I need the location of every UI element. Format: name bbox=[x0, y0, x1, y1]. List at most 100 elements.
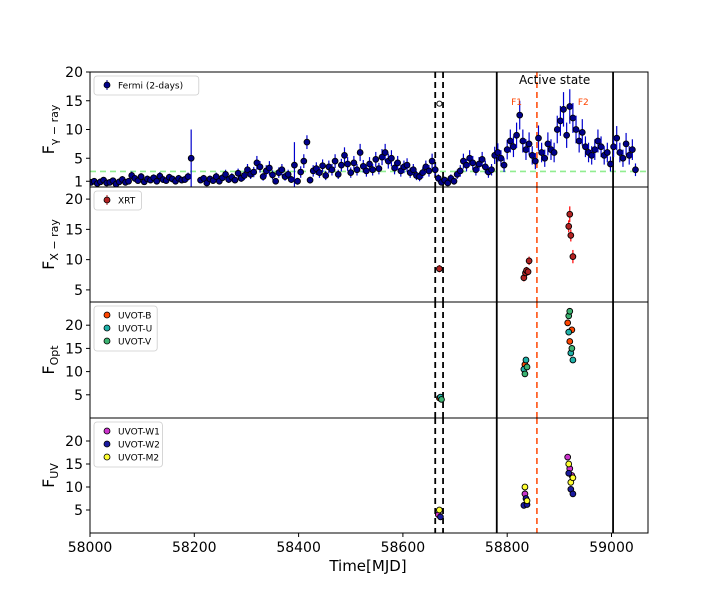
data-point bbox=[565, 222, 573, 230]
y-tick-label: 5 bbox=[74, 388, 83, 404]
legend-label: XRT bbox=[118, 197, 136, 207]
y-axis-label: Fγ − ray bbox=[39, 104, 61, 154]
data-point bbox=[625, 152, 633, 159]
data-point bbox=[535, 134, 542, 142]
data-point bbox=[444, 179, 452, 187]
data-point bbox=[582, 143, 589, 151]
data-point bbox=[478, 156, 486, 163]
data-point bbox=[212, 173, 220, 181]
y-axis-label-main: F bbox=[39, 479, 58, 488]
legend-label: UVOT-B bbox=[118, 312, 151, 322]
data-point bbox=[564, 453, 572, 461]
data-point bbox=[187, 154, 195, 162]
data-point bbox=[629, 146, 636, 153]
data-point bbox=[603, 149, 611, 156]
data-point bbox=[521, 370, 529, 378]
data-point bbox=[564, 319, 572, 327]
y-axis-label-main: F bbox=[39, 261, 58, 270]
panel-frame bbox=[89, 301, 649, 419]
data-point bbox=[516, 111, 524, 119]
series-uvot-v bbox=[438, 307, 576, 403]
data-point bbox=[431, 166, 439, 174]
data-point bbox=[567, 232, 575, 239]
data-point bbox=[566, 210, 574, 218]
data-point bbox=[363, 167, 370, 175]
data-point bbox=[241, 172, 248, 179]
data-point bbox=[522, 146, 530, 153]
data-point bbox=[394, 159, 402, 167]
legend-label: UVOT-W2 bbox=[118, 441, 160, 451]
data-point bbox=[528, 152, 536, 159]
flare-f2-label: F2 bbox=[578, 98, 589, 108]
data-point bbox=[616, 149, 624, 156]
data-point bbox=[622, 140, 630, 148]
data-point bbox=[569, 253, 577, 260]
data-point bbox=[353, 166, 361, 174]
data-point bbox=[565, 328, 573, 336]
data-point bbox=[200, 175, 208, 182]
data-point bbox=[488, 166, 495, 174]
data-point bbox=[372, 156, 380, 163]
data-point bbox=[350, 159, 358, 167]
data-point bbox=[334, 171, 342, 178]
series-uvot-b bbox=[436, 319, 576, 402]
data-point bbox=[347, 169, 355, 176]
y-tick-label: 20 bbox=[65, 318, 83, 334]
y-axis-label-sub: γ − ray bbox=[48, 104, 61, 145]
series-xrt bbox=[436, 206, 577, 282]
flare-f1-label: F1 bbox=[511, 98, 522, 108]
data-point bbox=[256, 163, 264, 171]
data-point bbox=[513, 131, 520, 139]
data-point bbox=[569, 490, 577, 498]
data-point bbox=[328, 166, 336, 174]
data-point bbox=[306, 176, 314, 184]
data-point bbox=[610, 143, 617, 151]
data-point bbox=[428, 157, 436, 165]
legend-box bbox=[93, 421, 163, 468]
series-fermi-2-days- bbox=[90, 89, 639, 187]
data-point bbox=[284, 171, 292, 178]
y-axis-label-sub: UV bbox=[48, 463, 61, 479]
data-point bbox=[319, 162, 326, 170]
data-point bbox=[234, 169, 242, 177]
data-point bbox=[568, 345, 576, 352]
legend-label: UVOT-M2 bbox=[118, 454, 159, 464]
panel-plot-area bbox=[90, 72, 648, 187]
legend-label: UVOT-U bbox=[118, 325, 152, 335]
data-point bbox=[550, 149, 558, 156]
data-point bbox=[575, 137, 583, 145]
y-tick-label: 5 bbox=[74, 151, 83, 167]
data-point bbox=[222, 171, 229, 178]
data-point bbox=[525, 257, 533, 265]
y-tick-label: 15 bbox=[65, 341, 83, 357]
y-tick-label: 20 bbox=[65, 434, 83, 450]
data-point bbox=[472, 166, 480, 174]
data-point bbox=[344, 160, 351, 168]
data-point bbox=[566, 307, 574, 315]
data-point bbox=[291, 161, 298, 169]
data-point bbox=[525, 140, 533, 148]
data-point bbox=[560, 106, 567, 113]
y-axis-label-main: F bbox=[39, 145, 58, 154]
legend-marker bbox=[103, 453, 111, 461]
series-uvot-u bbox=[437, 328, 577, 401]
legend-box bbox=[93, 190, 142, 211]
y-axis-label: FX − ray bbox=[39, 219, 61, 270]
y-tick-label: 20 bbox=[65, 65, 83, 81]
data-point bbox=[497, 154, 505, 162]
data-point bbox=[569, 356, 577, 364]
series-uvot-w2 bbox=[437, 469, 577, 521]
data-point bbox=[259, 173, 267, 181]
data-point bbox=[269, 171, 276, 179]
data-point bbox=[266, 164, 273, 172]
x-axis-label: Time[MJD] bbox=[328, 557, 406, 575]
data-point bbox=[510, 143, 517, 151]
x-tick-label: 58400 bbox=[276, 540, 321, 556]
legend-box bbox=[93, 75, 200, 96]
data-point bbox=[506, 137, 514, 145]
data-point bbox=[341, 152, 348, 159]
x-tick-label: 59000 bbox=[589, 540, 634, 556]
data-point bbox=[494, 149, 502, 156]
